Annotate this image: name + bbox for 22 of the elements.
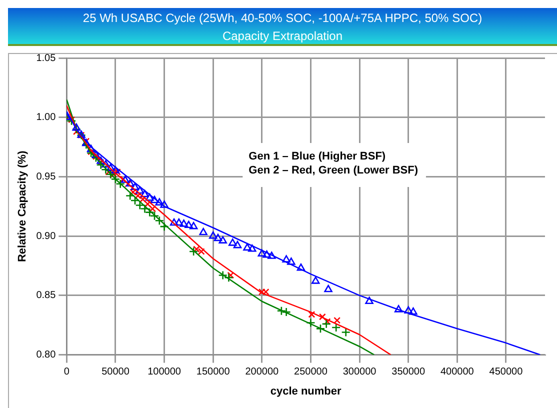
annotation: Gen 2 – Red, Green (Lower BSF) <box>248 164 418 177</box>
chart-subtitle: Capacity Extrapolation <box>221 28 344 45</box>
chart-title: 25 Wh USABC Cycle (25Wh, 40-50% SOC, -100A/+75A HPPC, 50% SOC) <box>82 10 484 27</box>
x-tick-label: 400000 <box>440 366 474 378</box>
x-tick-label: 150000 <box>196 366 230 378</box>
y-tick-label: 1.00 <box>36 112 56 124</box>
y-tick-label: 1.05 <box>36 52 56 64</box>
x-tick-label: 50000 <box>102 366 130 378</box>
x-tick-label: 100000 <box>148 366 182 378</box>
x-tick-label: 200000 <box>245 366 280 378</box>
x-tick-label: 0 <box>64 366 70 378</box>
x-axis-title: cycle number <box>270 385 342 398</box>
y-tick-label: 0.80 <box>36 350 56 361</box>
x-tick-label: 300000 <box>342 366 377 378</box>
x-tick-label: 450000 <box>489 366 524 378</box>
y-tick-label: 0.95 <box>36 171 56 182</box>
annotation: Gen 1 – Blue (Higher BSF) <box>248 150 386 163</box>
y-tick-label: 0.90 <box>36 230 56 242</box>
y-axis-title: Relative Capacity (%) <box>16 150 29 262</box>
x-tick-label: 350000 <box>392 366 426 378</box>
y-tick-label: 0.85 <box>36 290 56 302</box>
x-tick-label: 250000 <box>294 366 328 378</box>
